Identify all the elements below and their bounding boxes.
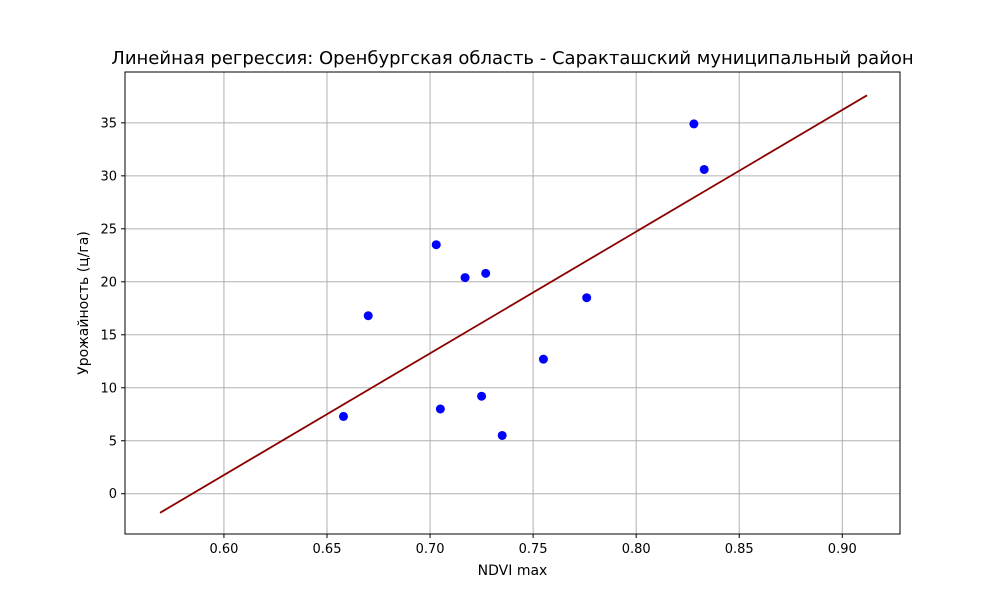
x-tick-label: 0.70	[416, 542, 445, 557]
y-tick-label: 10	[100, 381, 117, 396]
data-point	[338, 411, 348, 421]
y-axis-ticks: 0 5 10 15 20 25 30 35	[100, 116, 125, 502]
data-point	[699, 164, 709, 174]
x-tick-label: 0.65	[313, 542, 342, 557]
data-point	[497, 430, 507, 440]
x-tick-label: 0.60	[209, 542, 238, 557]
data-point	[363, 311, 373, 321]
x-axis-label: NDVI max	[478, 563, 548, 579]
data-point	[538, 354, 548, 364]
data-point	[582, 293, 592, 303]
y-tick-label: 0	[109, 487, 117, 502]
regression-line-layer	[159, 94, 868, 514]
axes-frame	[124, 71, 901, 535]
data-point	[689, 119, 699, 129]
data-point	[435, 404, 445, 414]
data-point	[460, 273, 470, 283]
data-point	[431, 240, 441, 250]
x-axis-ticks: 0.60 0.65 0.70 0.75 0.80 0.85 0.90	[209, 534, 857, 557]
grid	[125, 72, 900, 534]
data-point	[481, 268, 491, 278]
y-axis-label: Урожайность (ц/га)	[76, 231, 92, 375]
y-tick-label: 30	[100, 169, 117, 184]
chart-title: Линейная регрессия: Оренбургская область…	[111, 48, 913, 69]
x-tick-label: 0.75	[519, 542, 548, 557]
data-point	[477, 391, 487, 401]
y-tick-label: 20	[100, 275, 117, 290]
y-tick-label: 15	[100, 328, 117, 343]
y-tick-label: 25	[100, 222, 117, 237]
regression-line	[159, 94, 868, 514]
x-tick-label: 0.90	[828, 542, 857, 557]
y-tick-label: 5	[109, 434, 117, 449]
x-tick-label: 0.80	[622, 542, 651, 557]
x-tick-label: 0.85	[725, 542, 754, 557]
y-tick-label: 35	[100, 116, 117, 131]
scatter-points	[338, 119, 709, 440]
